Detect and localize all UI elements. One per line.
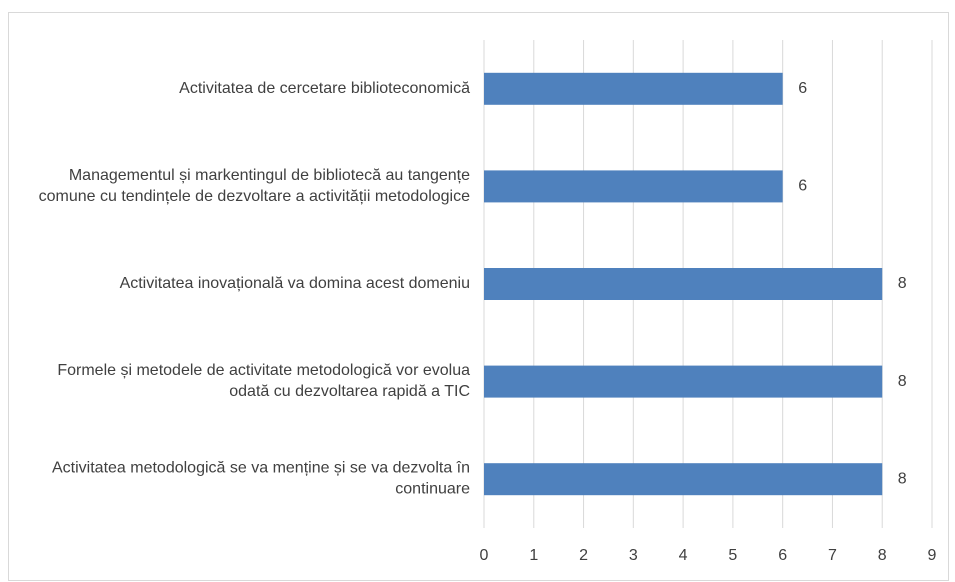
bar [484, 268, 883, 300]
data-label: 8 [898, 275, 907, 292]
x-tick-label: 5 [728, 547, 737, 564]
x-tick-label: 7 [828, 547, 837, 564]
bar [484, 365, 883, 398]
y-tick-label: Formele și metodele de activitate metodo… [57, 362, 470, 400]
y-tick-label: Managementul și markentingul de bibliote… [39, 167, 470, 205]
x-tick-label: 6 [778, 547, 787, 564]
y-tick-label: Activitatea inovațională va domina acest… [120, 275, 470, 292]
data-label: 8 [898, 470, 907, 487]
x-tick-label: 9 [928, 547, 937, 564]
x-tick-label: 0 [480, 547, 489, 564]
bar [484, 463, 883, 496]
bar [484, 72, 783, 105]
bar [484, 170, 783, 203]
y-tick-label: Activitatea metodologică se va menține ș… [52, 460, 470, 498]
x-tick-label: 1 [529, 547, 538, 564]
y-tick-label: Activitatea de cercetare biblioteconomic… [179, 80, 470, 97]
x-tick-label: 3 [629, 547, 638, 564]
x-tick-label: 8 [878, 547, 887, 564]
x-tick-label: 2 [579, 547, 588, 564]
data-label: 8 [898, 373, 907, 390]
data-label: 6 [798, 178, 807, 195]
data-label: 6 [798, 80, 807, 97]
x-tick-label: 4 [679, 547, 688, 564]
